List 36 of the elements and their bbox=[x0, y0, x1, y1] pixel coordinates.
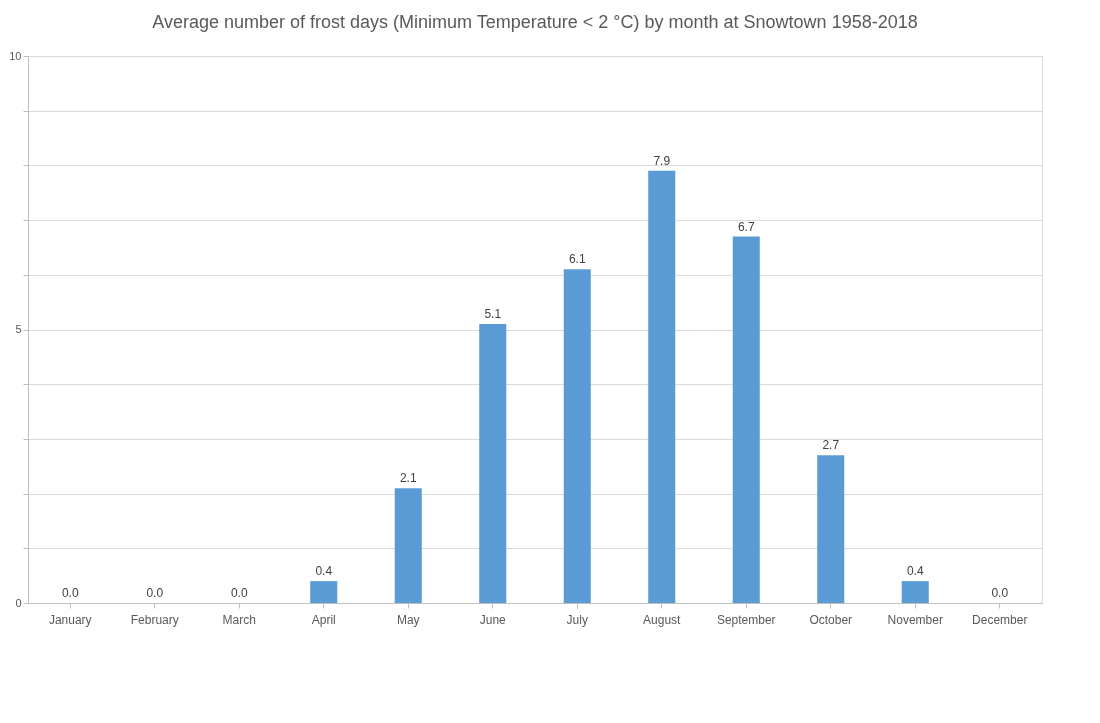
data-label: 5.1 bbox=[484, 307, 502, 322]
data-label: 0.0 bbox=[230, 586, 248, 600]
x-tick-label: July bbox=[566, 612, 588, 627]
data-label: 2.1 bbox=[399, 471, 417, 486]
data-label: 0.4 bbox=[906, 564, 924, 579]
bar bbox=[394, 488, 422, 603]
bar bbox=[310, 581, 338, 603]
x-tick-label: March bbox=[222, 612, 256, 627]
y-tick-label: 10 bbox=[9, 49, 22, 62]
data-label: 6.1 bbox=[568, 252, 586, 267]
x-tick-label: June bbox=[479, 612, 507, 627]
bar bbox=[648, 170, 676, 603]
bar bbox=[732, 236, 760, 603]
data-label: 6.7 bbox=[737, 219, 755, 234]
x-tick-label: January bbox=[48, 612, 92, 627]
x-tick-label: November bbox=[887, 612, 943, 627]
chart-title: Average number of frost days (Minimum Temperature < 2 °C) by month at Snowtown 1958-2018 bbox=[152, 12, 918, 32]
x-tick-label: April bbox=[311, 612, 336, 627]
data-label: 0.0 bbox=[61, 586, 79, 600]
data-label: 2.7 bbox=[822, 438, 840, 453]
x-tick-label: May bbox=[396, 612, 420, 627]
bar bbox=[817, 455, 845, 603]
data-label: 0.0 bbox=[991, 586, 1009, 600]
x-tick-label: September bbox=[716, 612, 776, 627]
data-label: 0.4 bbox=[315, 564, 333, 579]
data-label: 0.0 bbox=[146, 586, 164, 600]
y-tick-label: 0 bbox=[15, 596, 22, 609]
x-tick-label: February bbox=[130, 612, 179, 627]
y-tick-label: 5 bbox=[15, 323, 22, 335]
x-tick-label: December bbox=[972, 612, 1028, 627]
bar bbox=[479, 324, 507, 603]
bar bbox=[563, 269, 591, 603]
data-label: 7.9 bbox=[653, 153, 671, 168]
x-tick-label: August bbox=[643, 612, 682, 627]
bar bbox=[901, 581, 929, 603]
x-tick-label: October bbox=[809, 612, 853, 627]
